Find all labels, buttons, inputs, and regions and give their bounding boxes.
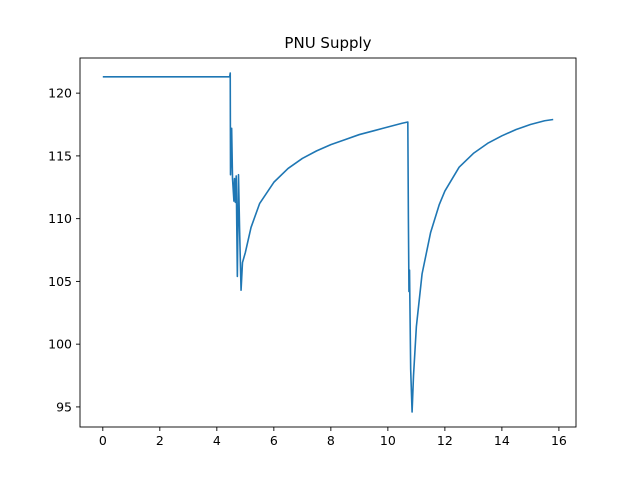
x-tick-label: 4	[213, 433, 221, 448]
chart-title: PNU Supply	[284, 34, 371, 52]
x-tick-label: 6	[270, 433, 278, 448]
y-tick-label: 110	[48, 211, 72, 226]
x-tick-label: 0	[99, 433, 107, 448]
x-tick-label: 8	[327, 433, 335, 448]
y-tick-label: 115	[48, 148, 72, 163]
plot-area: 0 2 4 6 8 10 12 14 16 95 100 105 110 115 120	[48, 57, 577, 448]
x-tick-label: 2	[156, 433, 164, 448]
y-tick-label: 100	[48, 337, 72, 352]
x-tick-label: 16	[551, 433, 567, 448]
y-tick-label: 95	[56, 399, 72, 414]
y-tick-label: 105	[48, 274, 72, 289]
x-tick-label: 14	[494, 433, 510, 448]
x-tick-label: 12	[437, 433, 453, 448]
y-tick-label: 120	[48, 86, 72, 101]
series-line-0	[102, 72, 554, 413]
axes-frame	[79, 57, 577, 428]
x-tick-label: 10	[380, 433, 396, 448]
